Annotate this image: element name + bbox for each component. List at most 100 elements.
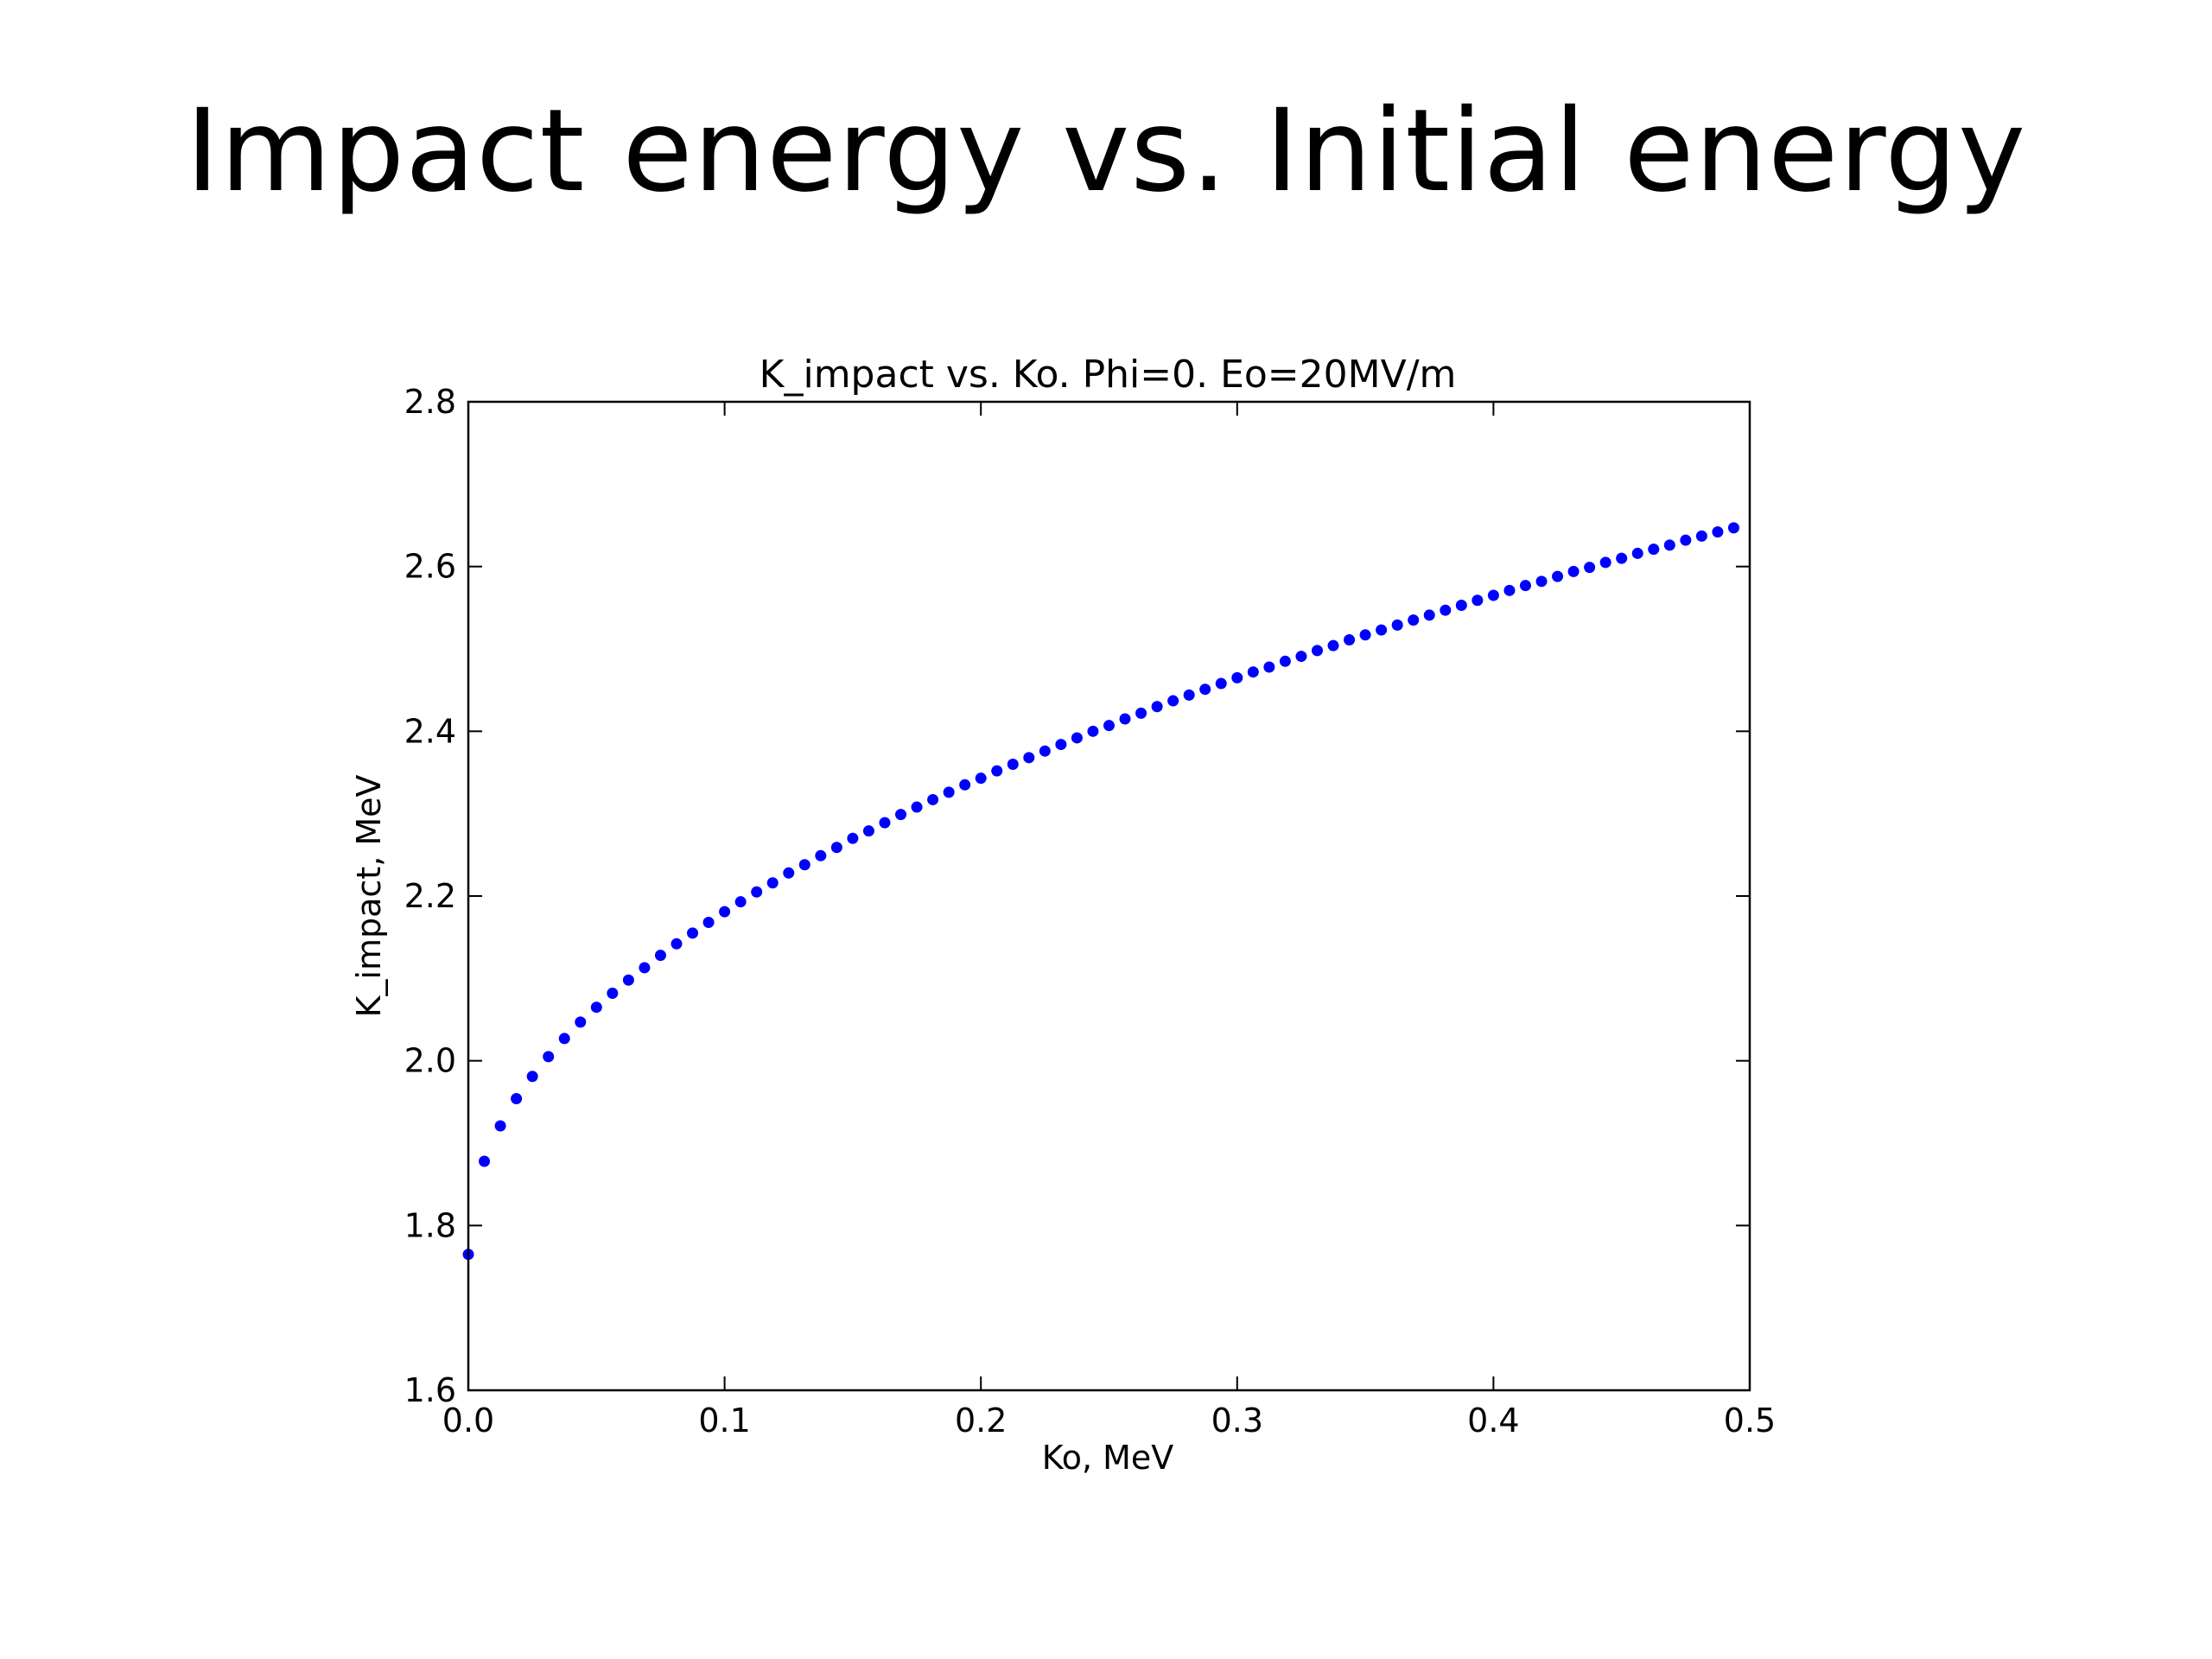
data-points <box>462 522 1739 1261</box>
data-point <box>558 1033 570 1045</box>
data-point <box>959 779 971 791</box>
data-point <box>751 886 763 898</box>
data-point <box>879 817 891 829</box>
plot-frame <box>467 400 1751 1392</box>
data-point <box>1616 552 1628 564</box>
data-point <box>1487 589 1499 601</box>
data-point <box>1183 689 1195 701</box>
y-tick-label: 2.8 <box>404 383 456 421</box>
data-point <box>1327 639 1339 652</box>
data-point <box>1007 758 1019 770</box>
data-point <box>1455 599 1467 611</box>
data-point <box>1648 543 1660 556</box>
data-point <box>1727 522 1739 534</box>
data-point <box>895 809 907 821</box>
data-point <box>1471 594 1484 607</box>
x-tick-label: 0.2 <box>955 1402 1007 1440</box>
data-point <box>847 832 859 844</box>
y-tick-label: 2.2 <box>404 877 456 915</box>
data-point <box>590 1001 602 1014</box>
data-point <box>654 950 666 962</box>
data-point <box>1535 575 1548 588</box>
data-point <box>943 786 955 798</box>
data-point <box>1071 732 1083 744</box>
data-point <box>862 825 874 837</box>
data-point <box>1376 624 1388 636</box>
data-point <box>1023 752 1035 764</box>
data-point <box>1247 666 1259 678</box>
data-point <box>1391 619 1403 631</box>
data-point <box>911 801 923 813</box>
data-point <box>1295 651 1307 663</box>
data-point <box>1055 739 1067 751</box>
data-point <box>607 987 619 999</box>
data-point <box>494 1120 506 1132</box>
data-point <box>1263 661 1275 673</box>
x-axis-label: Ko, MeV <box>1042 1439 1174 1477</box>
data-point <box>1199 683 1211 696</box>
data-point <box>1663 539 1675 551</box>
y-tick-label: 1.8 <box>404 1206 456 1244</box>
data-point <box>815 849 827 861</box>
data-point <box>1087 725 1099 737</box>
y-tick-label: 2.4 <box>404 712 456 750</box>
y-tick-label: 2.6 <box>404 548 456 586</box>
data-point <box>1039 745 1051 757</box>
data-point <box>702 917 715 929</box>
data-point <box>1231 671 1243 683</box>
data-point <box>1359 629 1371 641</box>
data-point <box>975 772 987 785</box>
x-tick-label: 0.5 <box>1724 1402 1776 1440</box>
data-point <box>1167 695 1179 707</box>
data-point <box>1631 547 1643 559</box>
data-point <box>1119 713 1131 725</box>
data-point <box>1311 645 1323 657</box>
data-point <box>1503 584 1516 596</box>
data-point <box>1584 562 1596 574</box>
axis-ticks: 0.0 0.1 0.2 0.3 0.4 0.5 1.6 1.8 2.0 2.2 2.4 2.6 2.8 <box>404 383 1777 1440</box>
data-point <box>671 938 683 950</box>
data-point <box>719 906 731 918</box>
data-point <box>1519 580 1531 592</box>
x-tick-label: 0.3 <box>1211 1402 1263 1440</box>
data-point <box>1344 634 1356 646</box>
data-point <box>1151 701 1163 713</box>
data-point <box>511 1093 523 1105</box>
data-point <box>639 962 651 974</box>
data-point <box>1135 707 1147 719</box>
data-point <box>766 877 779 889</box>
data-point <box>1215 677 1227 690</box>
x-tick-label: 0.4 <box>1467 1402 1519 1440</box>
data-point <box>1695 530 1707 542</box>
data-point <box>1440 604 1452 616</box>
y-tick-label: 1.6 <box>404 1371 456 1409</box>
data-point <box>687 927 699 939</box>
data-point <box>798 859 810 871</box>
data-point <box>1103 720 1115 732</box>
data-point <box>1279 655 1291 667</box>
data-point <box>1680 534 1692 546</box>
data-point <box>1552 570 1564 582</box>
y-tick-label: 2.0 <box>404 1042 456 1080</box>
slide-title: Impact energy vs. Initial energy <box>185 85 2027 218</box>
data-point <box>783 867 795 879</box>
data-point <box>830 842 842 854</box>
data-point <box>575 1016 587 1028</box>
chart-title: K_impact vs. Ko. Phi=0. Eo=20MV/m <box>760 353 1457 397</box>
data-point <box>991 765 1003 777</box>
data-point <box>622 974 634 986</box>
y-axis-label: K_impact, MeV <box>350 774 388 1017</box>
data-point <box>479 1155 491 1167</box>
x-tick-label: 0.1 <box>698 1402 750 1440</box>
data-point <box>734 896 747 908</box>
x-tick-label: 0.0 <box>442 1402 494 1440</box>
data-point <box>543 1051 555 1063</box>
data-point <box>1408 614 1420 626</box>
data-point <box>1423 609 1435 621</box>
data-point <box>927 793 939 805</box>
data-point <box>1599 556 1611 569</box>
data-point <box>526 1071 538 1083</box>
data-point <box>1567 565 1580 577</box>
data-point <box>1712 526 1724 538</box>
